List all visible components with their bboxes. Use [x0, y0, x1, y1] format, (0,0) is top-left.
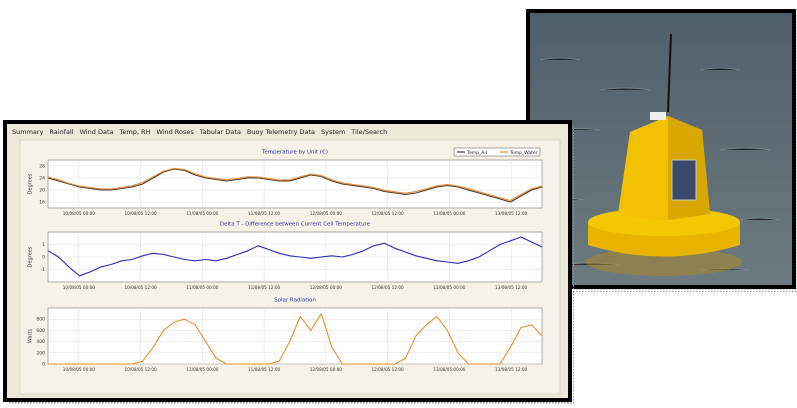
x-tick-label: 12/08/05 00:00	[310, 285, 343, 290]
x-tick-label: 12/08/05 00:00	[310, 211, 343, 216]
y-axis-label: Watts	[28, 329, 34, 344]
tab[interactable]: Tabular Data	[199, 128, 241, 136]
x-tick-label: 11/08/05 12:00	[248, 367, 281, 372]
x-tick-label: 11/08/05 00:00	[186, 285, 219, 290]
x-tick-label: 12/08/05 12:00	[372, 285, 405, 290]
legend-box	[453, 147, 541, 157]
data-line	[47, 236, 543, 277]
x-tick-label: 12/08/05 12:00	[372, 367, 405, 372]
x-tick-label: 10/08/05 00:00	[63, 285, 96, 290]
x-tick-label: 13/08/05 12:00	[495, 367, 528, 372]
legend-label: Temp_Air	[466, 150, 488, 156]
tab[interactable]: Buoy Telemetry Data	[247, 128, 315, 136]
charts: Temperature by Unit (C)Degrees1620242810…	[28, 147, 543, 372]
y-axis-label: Degrees	[28, 246, 34, 267]
y-tick-label: 200	[36, 350, 45, 356]
x-tick-label: 12/08/05 12:00	[372, 211, 405, 216]
y-tick-label: 800	[36, 317, 45, 323]
tab[interactable]: System	[321, 128, 345, 136]
buoy-photo	[526, 9, 797, 292]
data-line	[47, 168, 543, 203]
tab[interactable]: Temp, RH	[119, 128, 151, 136]
x-tick-label: 10/08/05 12:00	[125, 211, 158, 216]
chart-title: Solar Radiation	[274, 298, 316, 304]
x-tick-label: 13/08/05 12:00	[495, 285, 528, 290]
x-tick-label: 12/08/05 00:00	[310, 367, 343, 372]
y-tick-label: 0	[42, 362, 45, 368]
x-tick-label: 10/08/05 00:00	[63, 211, 96, 216]
tab-bar: Summary Rainfall Wind Data Temp, RH Wind Ros…	[12, 128, 387, 136]
data-line	[48, 313, 543, 365]
tab[interactable]: Rainfall	[49, 128, 73, 136]
x-tick-label: 10/08/05 12:00	[125, 285, 158, 290]
tab[interactable]: Wind Roses	[156, 128, 194, 136]
plot-area	[47, 307, 543, 365]
x-tick-label: 11/08/05 12:00	[248, 285, 281, 290]
x-tick-label: 10/08/05 00:00	[63, 367, 96, 372]
data-line	[47, 167, 543, 202]
x-tick-label: 11/08/05 12:00	[248, 211, 281, 216]
x-tick-label: 13/08/05 12:00	[495, 211, 528, 216]
chart-title: Delta T - Difference between Current Cel…	[220, 222, 371, 228]
y-tick-label: 28	[39, 164, 45, 170]
tab[interactable]: Summary	[12, 128, 44, 136]
x-tick-label: 11/08/05 00:00	[186, 367, 219, 372]
chart-title: Temperature by Unit (C)	[261, 150, 328, 156]
y-tick-label: 1	[42, 242, 45, 248]
x-tick-label: 10/08/05 12:00	[125, 367, 158, 372]
y-tick-label: 16	[39, 200, 45, 206]
x-tick-label: 13/08/05 00:00	[433, 285, 466, 290]
y-axis-label: Degrees	[28, 173, 34, 194]
legend-label: Temp_Water	[509, 150, 538, 156]
tab[interactable]: Wind Data	[80, 128, 114, 136]
x-tick-label: 13/08/05 00:00	[433, 367, 466, 372]
y-tick-label: 400	[36, 339, 45, 345]
plot-area	[47, 159, 543, 209]
tab[interactable]: Tile/Search	[350, 128, 387, 136]
x-tick-label: 13/08/05 00:00	[433, 211, 466, 216]
y-tick-label: 24	[39, 176, 45, 182]
x-tick-label: 11/08/05 00:00	[186, 211, 219, 216]
y-tick-label: 600	[36, 328, 45, 334]
y-tick-label: 0	[42, 255, 45, 261]
y-tick-label: -1	[41, 267, 46, 273]
y-tick-label: 20	[39, 188, 45, 194]
